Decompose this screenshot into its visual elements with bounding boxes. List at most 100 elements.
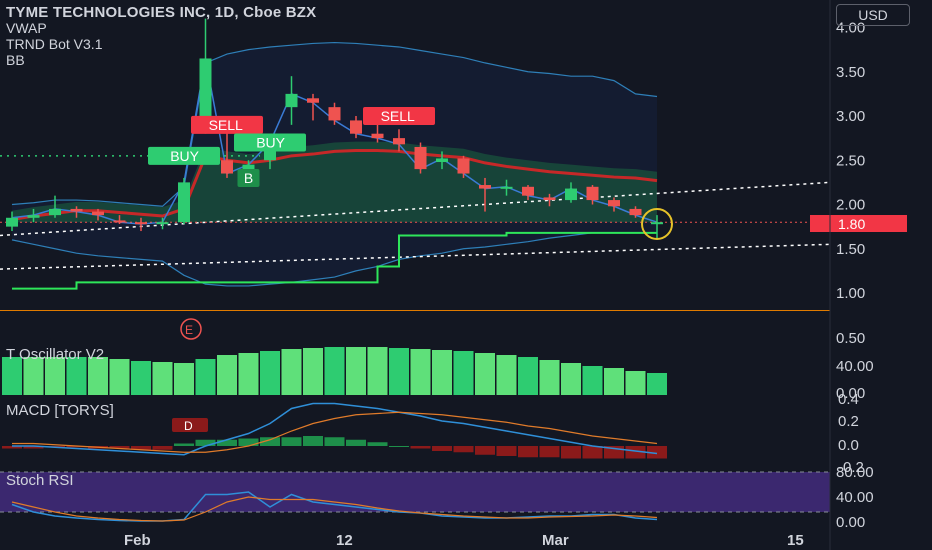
candle-body xyxy=(500,186,513,189)
candle-body xyxy=(522,186,534,196)
oscillator-bar xyxy=(23,357,44,395)
macd-histogram-bar xyxy=(647,446,667,459)
oscillator-bar xyxy=(518,357,538,395)
oscillator-bar xyxy=(324,347,345,395)
macd-histogram-bar xyxy=(174,443,194,446)
signal-e-label: E xyxy=(185,323,193,337)
candle-body xyxy=(586,186,599,201)
stoch-band xyxy=(0,472,830,512)
macd-histogram-bar xyxy=(539,446,560,458)
oscillator-bar xyxy=(367,347,388,395)
oscillator-bar xyxy=(260,351,280,395)
macd-d-label: D xyxy=(184,419,193,433)
macd-histogram-bar xyxy=(389,446,409,447)
x-axis-label-2: Mar xyxy=(542,532,569,549)
candle-body xyxy=(285,93,298,108)
trend-step-line xyxy=(12,231,657,290)
macd-histogram-bar xyxy=(346,439,366,446)
candle-body xyxy=(328,107,341,121)
oscillator-bar xyxy=(389,348,409,395)
candle-body xyxy=(92,211,104,216)
macd-line xyxy=(12,402,658,456)
candle-body xyxy=(199,58,212,121)
macd-histogram-bar xyxy=(518,446,538,458)
price-axis-tick-0: 4.00 xyxy=(836,20,865,37)
macd-histogram-bar xyxy=(625,446,646,459)
candle-body xyxy=(178,182,190,223)
macd-histogram-bar xyxy=(152,446,173,450)
oscillator-bar xyxy=(195,359,216,395)
oscillator-bar xyxy=(475,353,495,395)
stoch-d-line xyxy=(11,496,658,522)
osc-axis-tick-1: 40.00 xyxy=(836,358,874,375)
macd-histogram-bar xyxy=(260,437,280,446)
oscillator-bar xyxy=(625,371,646,395)
oscillator-bar xyxy=(66,357,87,395)
oscillator-bar xyxy=(539,360,560,395)
oscillator-bar xyxy=(281,349,302,395)
signal-box-4 xyxy=(237,168,260,187)
osc-axis-tick-0: 0.50 xyxy=(836,330,865,347)
macd-axis-tick-3: -0.2 xyxy=(838,459,864,476)
x-axis-label-1: 12 xyxy=(336,532,353,549)
price-axis-tick-3: 2.50 xyxy=(836,152,865,169)
indicator-bb-label[interactable]: BB xyxy=(6,52,25,68)
macd-histogram-bar xyxy=(217,439,237,446)
macd-signal-line xyxy=(12,411,658,453)
oscillator-bar xyxy=(2,357,22,395)
candle-body xyxy=(371,133,384,139)
macd-histogram-bar xyxy=(324,437,345,446)
red-ma-line xyxy=(11,149,658,222)
macd-histogram-bar xyxy=(281,437,302,446)
price-axis-tick-4: 2.00 xyxy=(836,197,865,214)
x-axis-label-3: 15 xyxy=(787,532,804,549)
candle-body xyxy=(6,217,18,227)
oscillator-bar xyxy=(453,351,474,395)
candle-body xyxy=(629,208,642,216)
macd-histogram-bar xyxy=(238,438,259,446)
signal-label-1: SELL xyxy=(209,117,243,133)
signal-box-2 xyxy=(234,133,306,152)
price-axis-tick-2: 3.00 xyxy=(836,108,865,125)
candle-body xyxy=(414,146,427,170)
oscillator-bar xyxy=(131,361,151,395)
macd-histogram-bar xyxy=(432,446,452,451)
macd-histogram-bar xyxy=(475,446,495,455)
macd-histogram-bar xyxy=(410,446,431,449)
macd-histogram-bar xyxy=(195,439,216,446)
macd-axis-tick-2: 0.0 xyxy=(838,437,859,454)
candle-body xyxy=(113,220,126,223)
macd-histogram-bar xyxy=(131,446,151,450)
macd-histogram-bar xyxy=(66,446,87,448)
macd-histogram-bar xyxy=(561,446,581,459)
oscillator-bar xyxy=(303,348,323,395)
candle-body xyxy=(156,222,169,225)
currency-button[interactable]: USD xyxy=(836,4,910,26)
price-axis-tick-5: 1.50 xyxy=(836,241,865,258)
signal-box-1 xyxy=(191,115,263,134)
oscillator-bar xyxy=(346,347,366,395)
candle-body xyxy=(565,188,577,201)
indicator-trnd-bot-label[interactable]: TRND Bot V3.1 xyxy=(6,36,103,52)
stoch-axis-tick-0: 80.00 xyxy=(836,464,874,481)
price-axis-tick-1: 3.50 xyxy=(836,64,865,81)
dotted-trendline-upper xyxy=(0,181,831,237)
osc-axis-tick-2: 0.00 xyxy=(836,385,865,402)
candle-body xyxy=(436,158,448,163)
stoch-axis-tick-1: 40.00 xyxy=(836,489,874,506)
x-axis-label-0: Feb xyxy=(124,532,151,549)
indicator-vwap-label[interactable]: VWAP xyxy=(6,20,47,36)
macd-axis-tick-0: 0.4 xyxy=(838,391,859,408)
macd-axis-tick-1: 0.2 xyxy=(838,413,859,430)
oscillator-pane-title: T Oscillator V2 xyxy=(6,346,105,363)
candle-body xyxy=(350,120,362,134)
macd-histogram-bar xyxy=(367,442,388,446)
stoch-rsi-pane-title: Stoch RSI xyxy=(6,472,74,489)
candle-body xyxy=(307,98,319,103)
oscillator-bar xyxy=(410,349,431,395)
oscillator-bar xyxy=(109,359,130,395)
candle-body xyxy=(135,222,147,225)
macd-histogram-bar xyxy=(582,446,603,459)
oscillator-bar xyxy=(561,363,581,395)
